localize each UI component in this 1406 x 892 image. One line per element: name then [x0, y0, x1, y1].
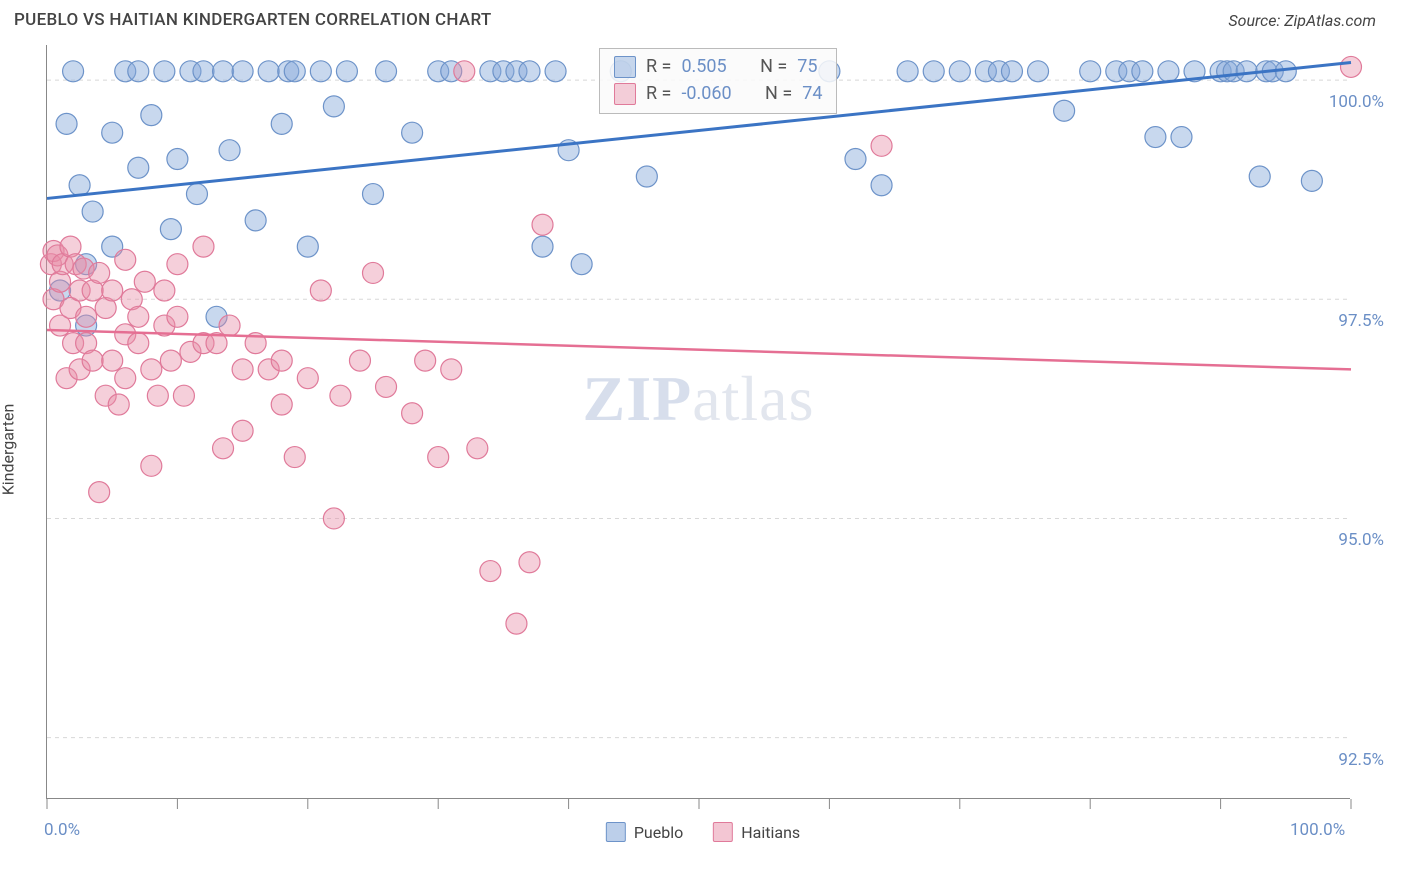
stats-swatch — [614, 83, 636, 105]
y-tick-label: 97.5% — [1338, 311, 1384, 331]
bottom-legend: Pueblo Haitians — [606, 822, 800, 842]
stats-r-label: R = — [646, 53, 671, 80]
source-label: Source: ZipAtlas.com — [1228, 11, 1376, 30]
chart-title: PUEBLO VS HAITIAN KINDERGARTEN CORRELATI… — [14, 10, 492, 30]
plot-area: ZIPatlas R = 0.505 N = 75R = -0.060 N = … — [46, 45, 1350, 799]
y-tick-label: 95.0% — [1338, 530, 1384, 550]
legend-item: Haitians — [713, 822, 800, 842]
legend-swatch — [606, 822, 626, 842]
legend-label: Pueblo — [634, 823, 683, 842]
stats-n-value: 74 — [802, 80, 822, 107]
stats-swatch — [614, 56, 636, 78]
stats-n-label: N = — [765, 80, 792, 107]
stats-n-label: N = — [760, 53, 787, 80]
y-tick-label: 100.0% — [1329, 92, 1384, 112]
stats-row: R = 0.505 N = 75 — [614, 53, 822, 80]
legend-item: Pueblo — [606, 822, 683, 842]
x-tick-label: 100.0% — [1290, 820, 1345, 840]
y-tick-label: 92.5% — [1338, 750, 1384, 770]
stats-r-value: -0.060 — [681, 80, 731, 107]
chart-svg — [47, 43, 1351, 817]
chart-container: Kindergarten ZIPatlas R = 0.505 N = 75R … — [0, 40, 1406, 840]
stats-n-value: 75 — [797, 53, 817, 80]
legend-swatch — [713, 822, 733, 842]
stats-r-label: R = — [646, 80, 671, 107]
stats-legend-box: R = 0.505 N = 75R = -0.060 N = 74 — [599, 48, 837, 114]
spacer — [742, 80, 755, 107]
stats-row: R = -0.060 N = 74 — [614, 80, 822, 107]
x-tick-label: 0.0% — [44, 820, 80, 840]
spacer — [737, 53, 750, 80]
stats-r-value: 0.505 — [681, 53, 726, 80]
y-axis-label: Kindergarten — [0, 404, 18, 496]
legend-label: Haitians — [741, 823, 800, 842]
